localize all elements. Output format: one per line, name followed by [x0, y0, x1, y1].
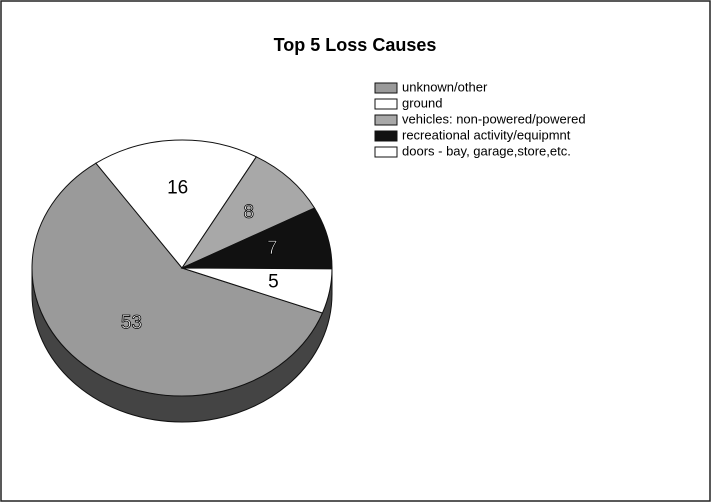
legend-swatch — [374, 146, 398, 158]
data-label: 16 — [167, 178, 188, 199]
legend-label: doors - bay, garage,store,etc. — [402, 143, 571, 158]
pie-slice — [181, 267, 333, 314]
pie-slice — [180, 156, 316, 270]
pie-slice — [95, 139, 258, 269]
legend-label: unknown/other — [402, 79, 488, 94]
data-label: 8 — [243, 202, 254, 223]
data-label: 7 — [267, 238, 278, 259]
data-label: 53 — [121, 313, 142, 334]
legend-swatch — [374, 98, 398, 110]
legend-swatch — [374, 114, 398, 126]
legend-label: recreational activity/equipmnt — [402, 127, 571, 142]
legend-label: ground — [402, 95, 442, 110]
chart-title: Top 5 Loss Causes — [274, 35, 437, 55]
legend-swatch — [374, 82, 398, 94]
pie-slice — [31, 162, 324, 397]
legend-label: vehicles: non-powered/powered — [402, 111, 586, 126]
data-label: 5 — [268, 271, 279, 292]
legend-swatch — [374, 130, 398, 142]
